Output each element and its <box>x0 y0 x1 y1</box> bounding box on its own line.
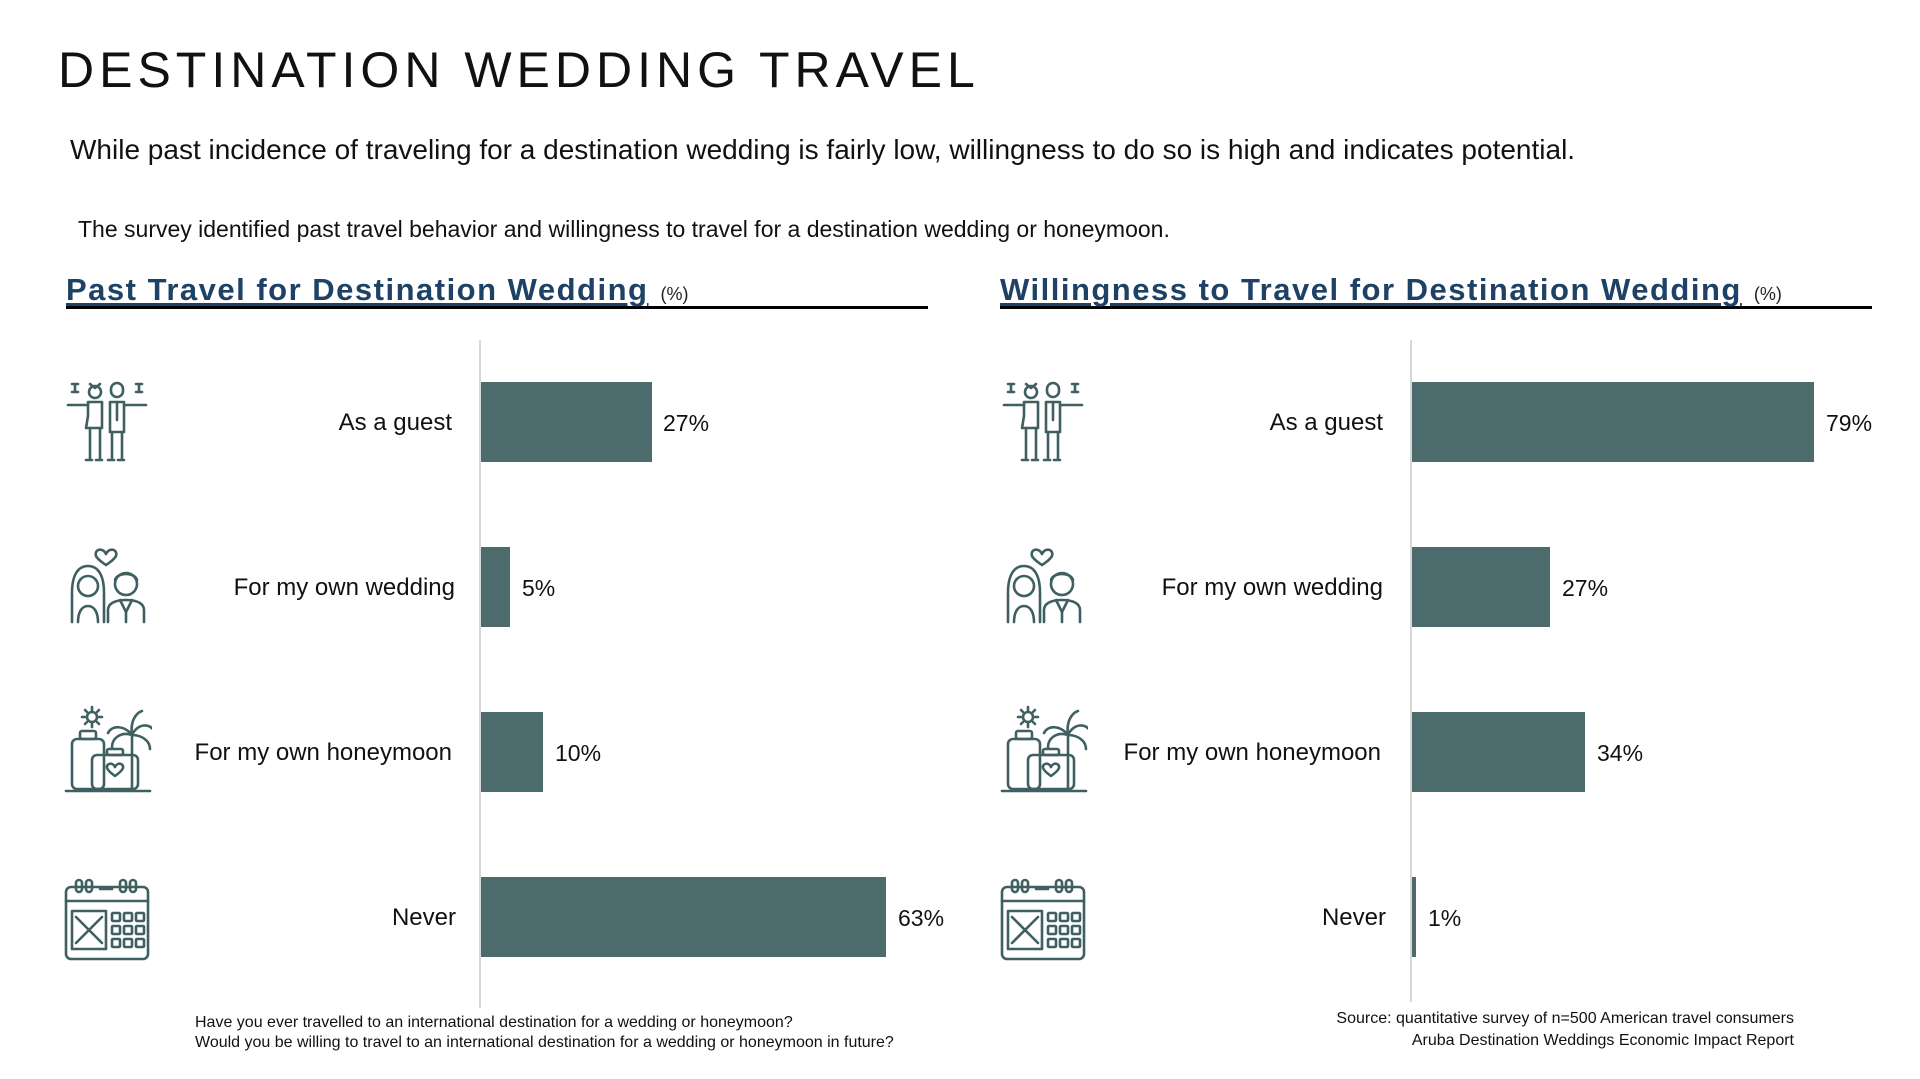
right-bar-never <box>1412 877 1416 957</box>
left-value-label: 10% <box>555 740 602 766</box>
right-value-label: 79% <box>1826 410 1873 436</box>
page-title: DESTINATION WEDDING TRAVEL <box>58 42 980 98</box>
right-value-label: 1% <box>1428 905 1462 931</box>
left-category-label: For my own honeymoon <box>194 739 452 766</box>
source-line-1: Source: quantitative survey of n=500 Ame… <box>1336 1010 1794 1027</box>
right-category-label: Never <box>1321 904 1386 931</box>
calendar-cancel-icon <box>998 875 1088 965</box>
headline: While past incidence of traveling for a … <box>70 134 1576 165</box>
survey-question-2: Would you be willing to travel to an int… <box>195 1034 894 1051</box>
left-bar-own-wedding <box>481 547 510 627</box>
survey-question-1: Have you ever travelled to an internatio… <box>195 1014 793 1031</box>
right-bar-as-a-guest <box>1412 382 1814 462</box>
right-chart-title-text: Willingness to Travel for Destination We… <box>1000 272 1742 307</box>
right-bar-own-honeymoon <box>1412 712 1585 792</box>
left-category-label: Never <box>391 904 456 931</box>
source-line-2: Aruba Destination Weddings Economic Impa… <box>1411 1032 1794 1049</box>
wedding-guests-icon <box>998 378 1088 468</box>
left-bar-never <box>481 877 886 957</box>
wedding-guests-icon <box>62 378 152 468</box>
left-category-label: For my own wedding <box>233 574 455 601</box>
luggage-palm-icon <box>998 705 1092 795</box>
bride-groom-icon <box>62 538 152 628</box>
subhead: The survey identified past travel behavi… <box>78 216 1170 242</box>
right-chart-axis <box>1410 340 1412 1002</box>
right-category-label: For my own honeymoon <box>1123 739 1381 766</box>
right-category-label: As a guest <box>1269 409 1383 436</box>
left-bar-as-a-guest <box>481 382 652 462</box>
left-chart-title-text: Past Travel for Destination Wedding <box>66 272 649 307</box>
right-category-label: For my own wedding <box>1161 574 1383 601</box>
calendar-cancel-icon <box>62 875 152 965</box>
left-value-label: 5% <box>522 575 556 601</box>
left-category-label: As a guest <box>338 409 452 436</box>
right-bar-own-wedding <box>1412 547 1550 627</box>
left-bar-own-honeymoon <box>481 712 543 792</box>
left-chart-title: Past Travel for Destination Wedding (%) <box>66 272 928 309</box>
right-chart-title: Willingness to Travel for Destination We… <box>1000 272 1872 309</box>
bride-groom-icon <box>998 538 1088 628</box>
left-chart-axis <box>479 340 481 1008</box>
right-chart-unit: (%) <box>1753 284 1782 304</box>
left-value-label: 27% <box>663 410 710 436</box>
left-chart-unit: (%) <box>660 284 689 304</box>
left-value-label: 63% <box>898 905 945 931</box>
right-value-label: 34% <box>1597 740 1644 766</box>
luggage-palm-icon <box>62 705 156 795</box>
right-value-label: 27% <box>1562 575 1609 601</box>
